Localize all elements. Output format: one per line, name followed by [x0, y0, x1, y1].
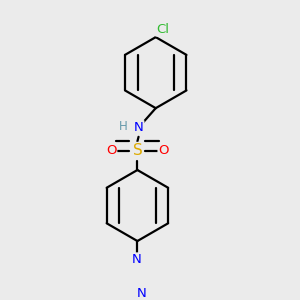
- Text: N: N: [132, 254, 142, 266]
- Text: O: O: [106, 144, 116, 157]
- Text: Cl: Cl: [156, 22, 169, 36]
- Text: O: O: [158, 144, 169, 157]
- Text: S: S: [133, 143, 142, 158]
- Text: N: N: [136, 287, 146, 300]
- Text: N: N: [134, 121, 143, 134]
- Text: H: H: [119, 120, 128, 133]
